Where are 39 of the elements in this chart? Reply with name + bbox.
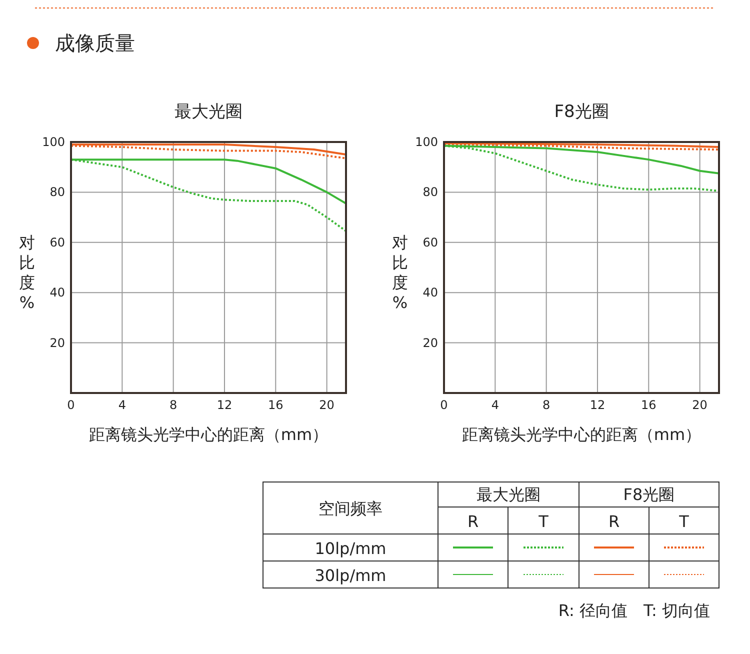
x-tick-label: 20	[319, 398, 334, 412]
x-tick-label: 4	[491, 398, 499, 412]
x-tick-label: 12	[216, 398, 232, 412]
text: R	[467, 512, 479, 531]
y-tick-label: 40	[50, 286, 65, 300]
x-tick-label: 16	[641, 398, 656, 412]
x-tick-label: 16	[268, 398, 284, 412]
y-tick-label: 20	[422, 336, 438, 350]
x-tick-label: 8	[542, 398, 550, 412]
text: 空间频率	[318, 499, 382, 518]
text: T	[678, 512, 690, 531]
text: R	[608, 512, 620, 531]
y-axis-title: 对比度%	[392, 233, 408, 312]
y-tick-label: 100	[415, 135, 438, 149]
y-tick-label: 100	[42, 135, 65, 149]
y-tick-label: 80	[422, 185, 438, 200]
y-tick-label: 60	[422, 235, 438, 250]
x-tick-label: 0	[440, 398, 448, 412]
y-tick-label: 40	[422, 286, 438, 300]
y-tick-label: 60	[50, 235, 65, 250]
chart-title: F8光圈	[554, 102, 609, 122]
x-tick-label: 20	[692, 398, 708, 412]
text: T	[538, 512, 549, 531]
y-tick-label: 20	[50, 336, 65, 350]
y-axis-title: 对比度%	[19, 233, 35, 312]
x-tick-label: 4	[118, 398, 126, 412]
x-tick-label: 0	[67, 398, 75, 412]
chart-title: 最大光圈	[174, 102, 242, 122]
text: 成像质量	[55, 31, 135, 55]
text: 最大光圈	[476, 485, 540, 504]
x-axis-title: 距离镜头光学中心的距离（mm）	[88, 425, 328, 444]
y-tick-label: 80	[50, 185, 65, 200]
x-tick-label: 8	[170, 398, 178, 412]
text: 30lp/mm	[314, 566, 386, 585]
x-axis-title: 距离镜头光学中心的距离（mm）	[462, 425, 702, 444]
text: F8光圈	[623, 485, 675, 504]
text: R: 径向值 T: 切向值	[558, 601, 710, 620]
text: 10lp/mm	[314, 539, 386, 558]
x-tick-label: 12	[590, 398, 606, 412]
